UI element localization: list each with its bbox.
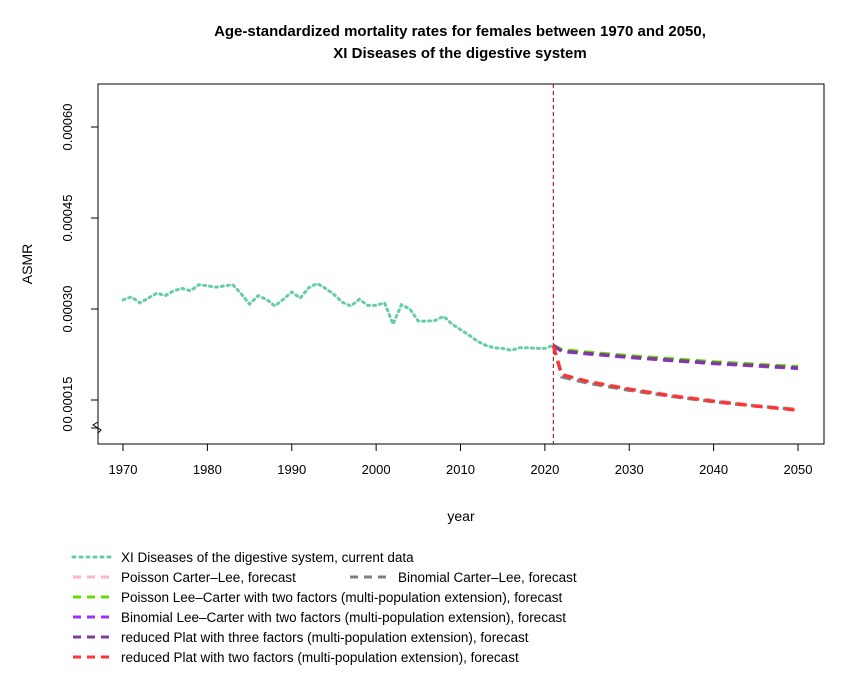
series-line-6 [551, 344, 799, 412]
x-axis: 1970 1980 1990 2000 2010 2020 2030 2040 2050 [109, 443, 813, 477]
legend-label: XI Diseases of the digestive system, cur… [121, 550, 414, 565]
series-line-2 [551, 344, 799, 412]
x-axis-label: year [447, 508, 475, 524]
legend-label: Binomial Lee–Carter with two factors (mu… [121, 610, 566, 625]
x-tick-label: 2040 [699, 462, 728, 477]
series-line-5 [552, 344, 799, 370]
series-line-0 [121, 281, 555, 352]
y-axis-label: ASMR [19, 244, 35, 284]
legend-label: reduced Plat with two factors (multi-pop… [121, 650, 519, 665]
legend-label: Binomial Carter–Lee, forecast [398, 570, 577, 585]
x-tick-label: 2020 [530, 462, 559, 477]
y-break-label: 0 [60, 424, 75, 431]
x-tick-label: 1970 [109, 462, 138, 477]
x-tick-label: 1980 [193, 462, 222, 477]
legend-label: reduced Plat with three factors (multi-p… [121, 630, 529, 645]
x-tick-label: 2010 [446, 462, 475, 477]
y-tick-label: 0.00045 [60, 195, 75, 242]
y-tick-label: 0.00060 [60, 104, 75, 151]
x-tick-label: 2030 [615, 462, 644, 477]
legend-label: Poisson Lee–Carter with two factors (mul… [121, 590, 562, 605]
plot-frame [97, 83, 825, 445]
x-tick-label: 2000 [362, 462, 391, 477]
x-tick-label: 2050 [784, 462, 813, 477]
series-line-3 [552, 343, 799, 369]
series-layer [121, 281, 799, 412]
x-tick-label: 1990 [277, 462, 306, 477]
y-tick-label: 0.00015 [60, 377, 75, 424]
chart-title: Age-standardized mortality rates for fem… [214, 23, 706, 40]
chart-subtitle: XI Diseases of the digestive system [333, 45, 586, 62]
legend-label: Poisson Carter–Lee, forecast [121, 570, 296, 585]
legend: XI Diseases of the digestive system, cur… [71, 550, 577, 665]
y-axis: 0.00015 0.00030 0.00045 0.00060 0 [60, 104, 102, 434]
y-tick-label: 0.00030 [60, 286, 75, 333]
